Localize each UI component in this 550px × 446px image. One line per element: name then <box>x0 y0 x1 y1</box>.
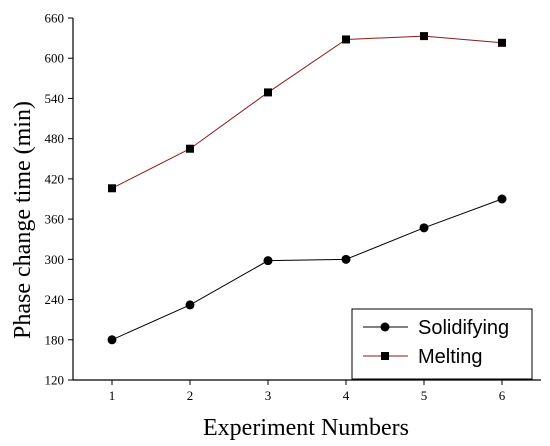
data-point-melting <box>420 32 428 41</box>
series-layer <box>107 32 507 345</box>
y-tick-label: 480 <box>45 131 65 146</box>
legend-box <box>351 308 533 380</box>
data-point-solidifying <box>497 194 507 204</box>
y-tick-label: 660 <box>45 11 65 26</box>
data-point-solidifying <box>263 256 273 266</box>
legend: Solidifying Melting <box>351 308 533 380</box>
series-line-solidifying <box>111 198 503 341</box>
legend-label-solidifying: Solidifying <box>418 317 509 339</box>
y-tick-label: 180 <box>45 332 65 347</box>
data-point-solidifying <box>419 223 429 233</box>
data-point-melting <box>498 38 506 47</box>
ticks: 1 2 3 4 5 6 120 180 240 300 360 420 480 540 600 660 <box>45 11 506 404</box>
y-tick-label: 420 <box>45 171 65 186</box>
series-line-melting <box>111 35 503 189</box>
x-tick-label: 4 <box>343 388 350 403</box>
x-tick-label: 3 <box>265 388 272 403</box>
x-tick-label: 2 <box>187 388 194 403</box>
legend-marker-melting <box>381 352 389 360</box>
y-tick-label: 300 <box>45 252 65 267</box>
data-point-solidifying <box>107 335 117 345</box>
data-point-solidifying <box>185 300 195 310</box>
x-tick-label: 6 <box>499 388 506 403</box>
data-point-melting <box>108 184 116 193</box>
data-point-melting <box>264 88 272 97</box>
data-point-melting <box>186 144 194 153</box>
x-tick-label: 1 <box>109 388 116 403</box>
y-tick-label: 120 <box>45 373 65 388</box>
y-axis-label: Phase change time (min) <box>10 101 36 339</box>
y-tick-label: 360 <box>45 212 65 227</box>
legend-marker-solidifying <box>380 322 390 332</box>
x-tick-label: 5 <box>421 388 428 403</box>
data-point-solidifying <box>341 254 351 264</box>
y-tick-label: 240 <box>45 292 65 307</box>
axes <box>72 18 541 381</box>
x-axis-label: Experiment Numbers <box>203 415 409 441</box>
legend-label-melting: Melting <box>418 346 482 368</box>
data-point-melting <box>342 35 350 44</box>
y-tick-label: 600 <box>45 51 65 66</box>
y-tick-label: 540 <box>45 91 65 106</box>
